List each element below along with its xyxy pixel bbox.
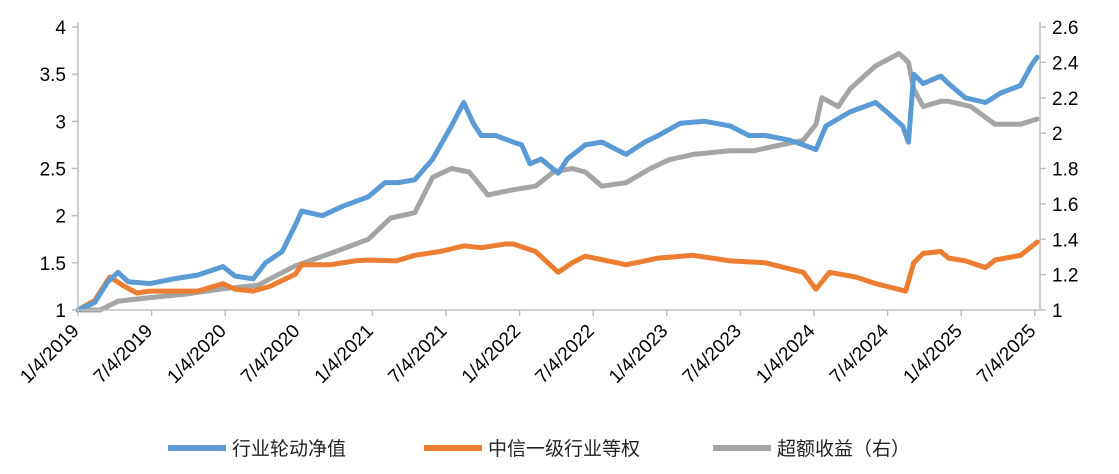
x-tick-label: 7/4/2025 — [973, 321, 1040, 388]
right-tick-label: 1.6 — [1052, 195, 1078, 216]
x-tick-label: 1/4/2022 — [458, 321, 525, 388]
right-tick-label: 1.4 — [1052, 230, 1079, 251]
x-tick-label: 7/4/2023 — [679, 321, 746, 388]
left-tick-label: 4 — [55, 18, 66, 39]
right-tick-label: 1.2 — [1052, 266, 1078, 287]
left-tick-label: 3 — [55, 112, 66, 133]
right-axis: 1 1.2 1.4 1.6 1.8 2 2.2 2.4 2.6 — [1039, 18, 1079, 322]
series-line-1 — [75, 239, 1040, 313]
right-tick-label: 2 — [1052, 124, 1063, 145]
legend-label-2: 超额收益（右） — [777, 438, 910, 460]
x-axis: 1/4/2019 7/4/2019 1/4/2020 7/4/2020 1/4/2021… — [16, 309, 1040, 388]
right-tick-label: 2.4 — [1052, 53, 1079, 74]
legend-label-0: 行业轮动净值 — [232, 438, 346, 460]
left-tick-label: 1 — [55, 301, 66, 322]
right-tick-label: 2.2 — [1052, 89, 1078, 110]
x-tick-label: 7/4/2021 — [384, 321, 451, 388]
x-tick-label: 7/4/2019 — [90, 321, 157, 388]
x-tick-label: 1/4/2023 — [605, 321, 672, 388]
left-axis: 1 1.5 2 2.5 3 3.5 4 — [40, 18, 79, 322]
x-tick-label: 7/4/2024 — [826, 320, 893, 387]
left-tick-label: 2 — [55, 207, 66, 228]
x-tick-label: 1/4/2019 — [16, 321, 83, 388]
right-tick-label: 1.8 — [1052, 160, 1078, 181]
x-tick-label: 1/4/2021 — [311, 321, 378, 388]
legend: 行业轮动净值 中信一级行业等权 超额收益（右） — [168, 438, 910, 460]
right-tick-label: 1 — [1052, 301, 1063, 322]
x-tick-label: 1/4/2020 — [164, 321, 231, 388]
legend-label-1: 中信一级行业等权 — [488, 438, 640, 460]
x-tick-label: 1/4/2025 — [900, 321, 967, 388]
left-tick-label: 3.5 — [40, 65, 66, 86]
series-line-0 — [75, 54, 1040, 313]
x-tick-label: 1/4/2024 — [752, 320, 819, 387]
series-lines — [75, 51, 1040, 313]
left-tick-label: 2.5 — [40, 160, 66, 181]
right-tick-label: 2.6 — [1052, 18, 1078, 39]
x-tick-label: 7/4/2020 — [237, 321, 304, 388]
x-tick-label: 7/4/2022 — [532, 321, 599, 388]
left-tick-label: 1.5 — [40, 254, 66, 275]
